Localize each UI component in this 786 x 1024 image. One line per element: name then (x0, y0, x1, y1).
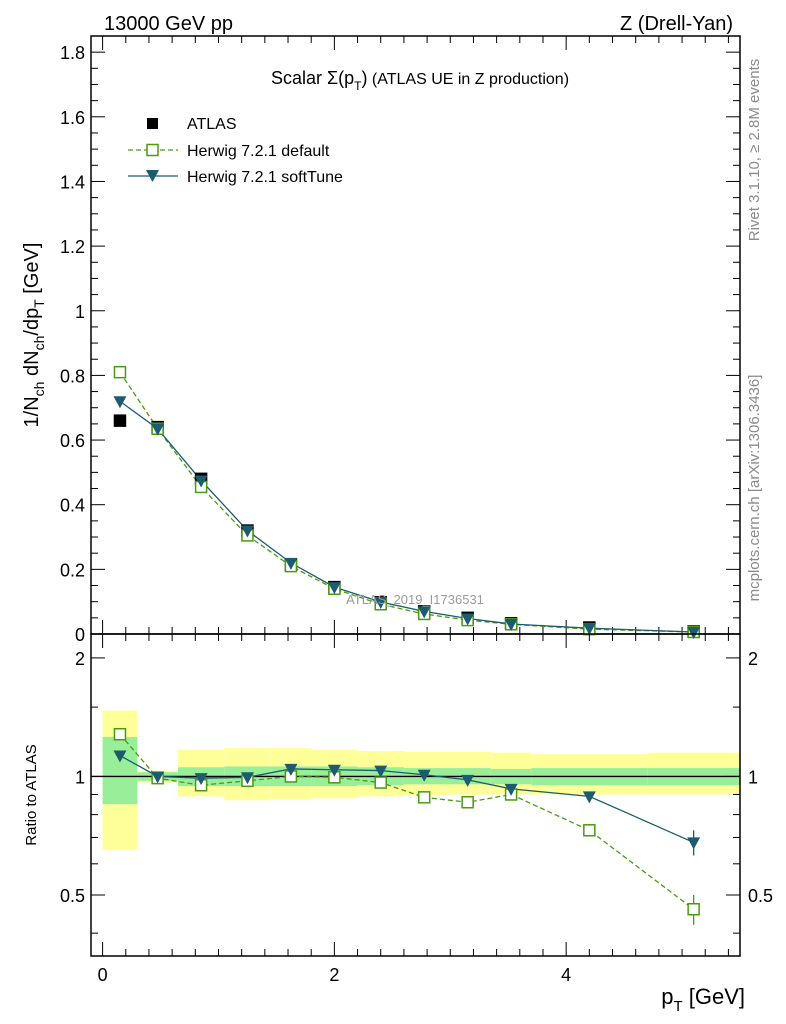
main-ytick-label: 1.8 (60, 43, 85, 63)
ratio-point-softtune (582, 791, 596, 804)
ratio-xtick-label: 0 (98, 965, 108, 985)
point-softtune (417, 606, 431, 619)
legend: ATLAS Herwig 7.2.1 default Herwig 7.2.1 … (128, 116, 343, 186)
main-ylabel: 1/Nch dNch/dpT [GeV] (21, 243, 47, 428)
point-softtune (461, 613, 475, 626)
point-softtune (582, 623, 596, 636)
ratio-ytick-label: 1 (75, 767, 85, 787)
ratio-xtick-label: 2 (329, 965, 339, 985)
ratio-point-default (113, 727, 127, 741)
main-ytick-label: 1.4 (60, 172, 85, 192)
main-ytick-label: 1.6 (60, 108, 85, 128)
point-softtune (687, 627, 701, 639)
ratio-ytick-label-right: 1 (748, 767, 758, 787)
main-ytick-label: 0 (75, 625, 85, 645)
main-ytick-label: 0.8 (60, 366, 85, 386)
main-ytick-label: 0.6 (60, 431, 85, 451)
ratio-ytick-label: 2 (75, 649, 85, 669)
ratio-xtick-label: 4 (561, 965, 571, 985)
ratio-point-default (583, 824, 596, 837)
legend-softtune-label: Herwig 7.2.1 softTune (187, 169, 343, 186)
legend-atlas-marker (147, 118, 158, 129)
ratio-point-softtune (327, 764, 341, 777)
legend-entry-softtune: Herwig 7.2.1 softTune (128, 169, 343, 186)
ratio-point-softtune (151, 771, 165, 784)
ratio-point-softtune (504, 783, 518, 796)
point-softtune (327, 582, 341, 595)
legend-entry-atlas: ATLAS (147, 116, 237, 133)
ratio-point-softtune (461, 774, 475, 787)
point-softtune (151, 423, 165, 436)
ratio-point-softtune (113, 750, 127, 763)
ratio-line-softtune (119, 754, 694, 844)
ratio-ylabel: Ratio to ATLAS (23, 744, 40, 845)
main-ytick-label: 1.2 (60, 237, 85, 257)
ratio-xlabel: pT [GeV] (661, 984, 745, 1015)
side-label-mcplots: mcplots.cern.ch [arXiv:1306.3436] (746, 375, 763, 602)
ratio-ytick-label-right: 2 (748, 649, 758, 669)
ratio-point-softtune (417, 769, 431, 782)
point-default (113, 365, 127, 379)
ratio-panel-frame (90, 633, 741, 957)
header-right: Z (Drell-Yan) (620, 13, 733, 35)
series-line-softtune (119, 400, 694, 633)
legend-atlas-label: ATLAS (187, 116, 237, 133)
main-panel: Scalar Σ(pT) (ATLAS UE in Z production) … (21, 35, 741, 645)
ratio-point-softtune (374, 765, 388, 778)
point-softtune (113, 396, 127, 409)
ratio-point-softtune (240, 772, 254, 785)
ratio-point-softtune (284, 763, 298, 776)
main-ytick-label: 0.4 (60, 496, 85, 516)
ratio-point-default (374, 776, 387, 789)
ratio-point-softtune (194, 773, 208, 786)
ratio-ytick-label: 0.5 (60, 886, 85, 906)
ratio-band-stat (102, 736, 138, 805)
ratio-point-default (687, 903, 700, 916)
point-softtune (284, 557, 298, 570)
legend-default-label: Herwig 7.2.1 default (187, 143, 330, 160)
series-line-default (119, 371, 694, 633)
legend-entry-default: Herwig 7.2.1 default (128, 143, 330, 160)
ratio-point-default (417, 791, 431, 804)
point-softtune (504, 618, 518, 631)
point-softtune (374, 596, 388, 609)
legend-softtune-marker (146, 170, 159, 182)
main-title: Scalar Σ(pT) (ATLAS UE in Z production) (271, 68, 569, 93)
ratio-ytick-label-right: 0.5 (748, 886, 773, 906)
watermark: ATLAS_2019_I1736531 (346, 592, 484, 607)
ratio-point-default (461, 795, 474, 809)
legend-default-marker (146, 143, 159, 157)
side-label-rivet: Rivet 3.1.10, ≥ 2.8M events (746, 59, 763, 242)
header-left: 13000 GeV pp (104, 13, 233, 35)
point-atlas (113, 414, 127, 427)
main-ytick-label: 0.2 (60, 560, 85, 580)
ratio-panel: 0.5 0.5 1 1 2 2 0 2 4 Ratio to ATLAS pT [GeV] (23, 633, 773, 1015)
main-ytick-label: 1 (75, 302, 85, 322)
ratio-line-default (119, 733, 695, 910)
point-softtune (194, 475, 208, 488)
point-softtune (240, 525, 254, 538)
ratio-point-softtune (687, 837, 701, 850)
